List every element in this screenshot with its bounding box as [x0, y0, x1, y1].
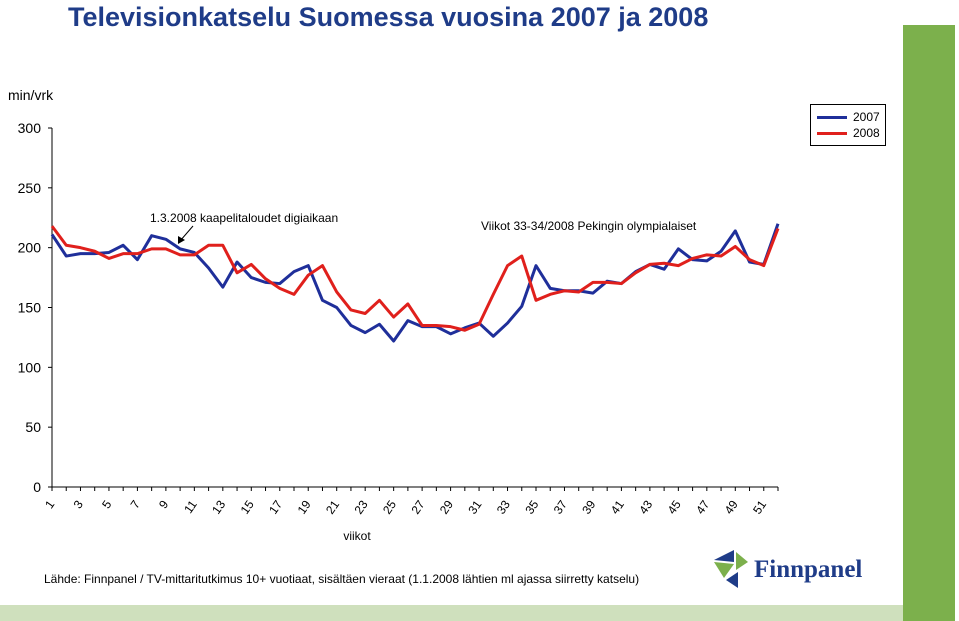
x-tick-label: 41 [608, 497, 627, 516]
legend-label-2007: 2007 [853, 110, 880, 124]
legend-item-2007: 2007 [817, 109, 880, 125]
y-tick-label: 300 [18, 120, 42, 136]
x-tick-label: 21 [323, 497, 342, 516]
y-tick-label: 100 [18, 359, 42, 375]
decorative-bottom-bar [0, 605, 903, 621]
y-tick-label: 250 [18, 180, 42, 196]
y-tick-label: 200 [18, 240, 42, 256]
x-tick-label: 35 [522, 497, 541, 516]
finnpanel-logo-icon [714, 550, 748, 588]
x-tick-label: 13 [209, 497, 228, 516]
finnpanel-logo: Finnpanel [712, 548, 872, 590]
x-tick-label: 19 [295, 497, 314, 516]
series-line-2007 [50, 223, 780, 343]
annotation-digiaika: 1.3.2008 kaapelitaloudet digiaikaan [150, 211, 338, 225]
x-tick-label: 9 [156, 497, 171, 511]
legend-label-2008: 2008 [853, 126, 880, 140]
source-note: Lähde: Finnpanel / TV-mittaritutkimus 10… [44, 572, 640, 586]
y-axis-label: min/vrk [8, 87, 54, 103]
x-tick-label: 37 [551, 497, 570, 516]
legend: 2007 2008 [810, 104, 886, 146]
x-tick-label: 43 [636, 497, 655, 516]
legend-item-2008: 2008 [817, 125, 880, 141]
legend-swatch-2007 [817, 115, 847, 119]
legend-swatch-2008 [817, 131, 847, 135]
x-tick-label: 11 [181, 497, 200, 516]
x-tick-label: 45 [665, 497, 684, 516]
x-tick-label: 25 [380, 497, 399, 516]
logo-text: Finnpanel [754, 556, 863, 583]
x-tick-label: 3 [71, 497, 86, 511]
x-tick-label: 1 [42, 497, 57, 511]
x-tick-label: 47 [693, 497, 712, 516]
annotation-arrow-head [178, 236, 185, 244]
x-axis-label: viikot [343, 529, 371, 543]
x-tick-label: 7 [128, 497, 143, 511]
x-tick-label: 27 [408, 497, 427, 516]
y-tick-label: 50 [25, 419, 41, 435]
y-tick-label: 0 [33, 479, 41, 495]
x-tick-label: 51 [750, 497, 769, 516]
chart-title: Televisionkatselu Suomessa vuosina 2007 … [68, 2, 709, 32]
x-tick-label: 17 [266, 497, 285, 516]
x-tick-label: 39 [579, 497, 598, 516]
annotation-olympialaiset: Viikot 33-34/2008 Pekingin olympialaiset [481, 219, 697, 233]
decorative-side-bar [903, 25, 955, 621]
x-tick-label: 23 [352, 497, 371, 516]
y-tick-label: 150 [18, 300, 42, 316]
x-tick-label: 31 [465, 497, 484, 516]
x-tick-label: 33 [494, 497, 513, 516]
x-tick-label: 49 [722, 497, 741, 516]
x-tick-label: 29 [437, 497, 456, 516]
series-line-2008 [50, 225, 780, 332]
x-tick-label: 5 [99, 497, 114, 511]
x-tick-label: 15 [238, 497, 257, 516]
